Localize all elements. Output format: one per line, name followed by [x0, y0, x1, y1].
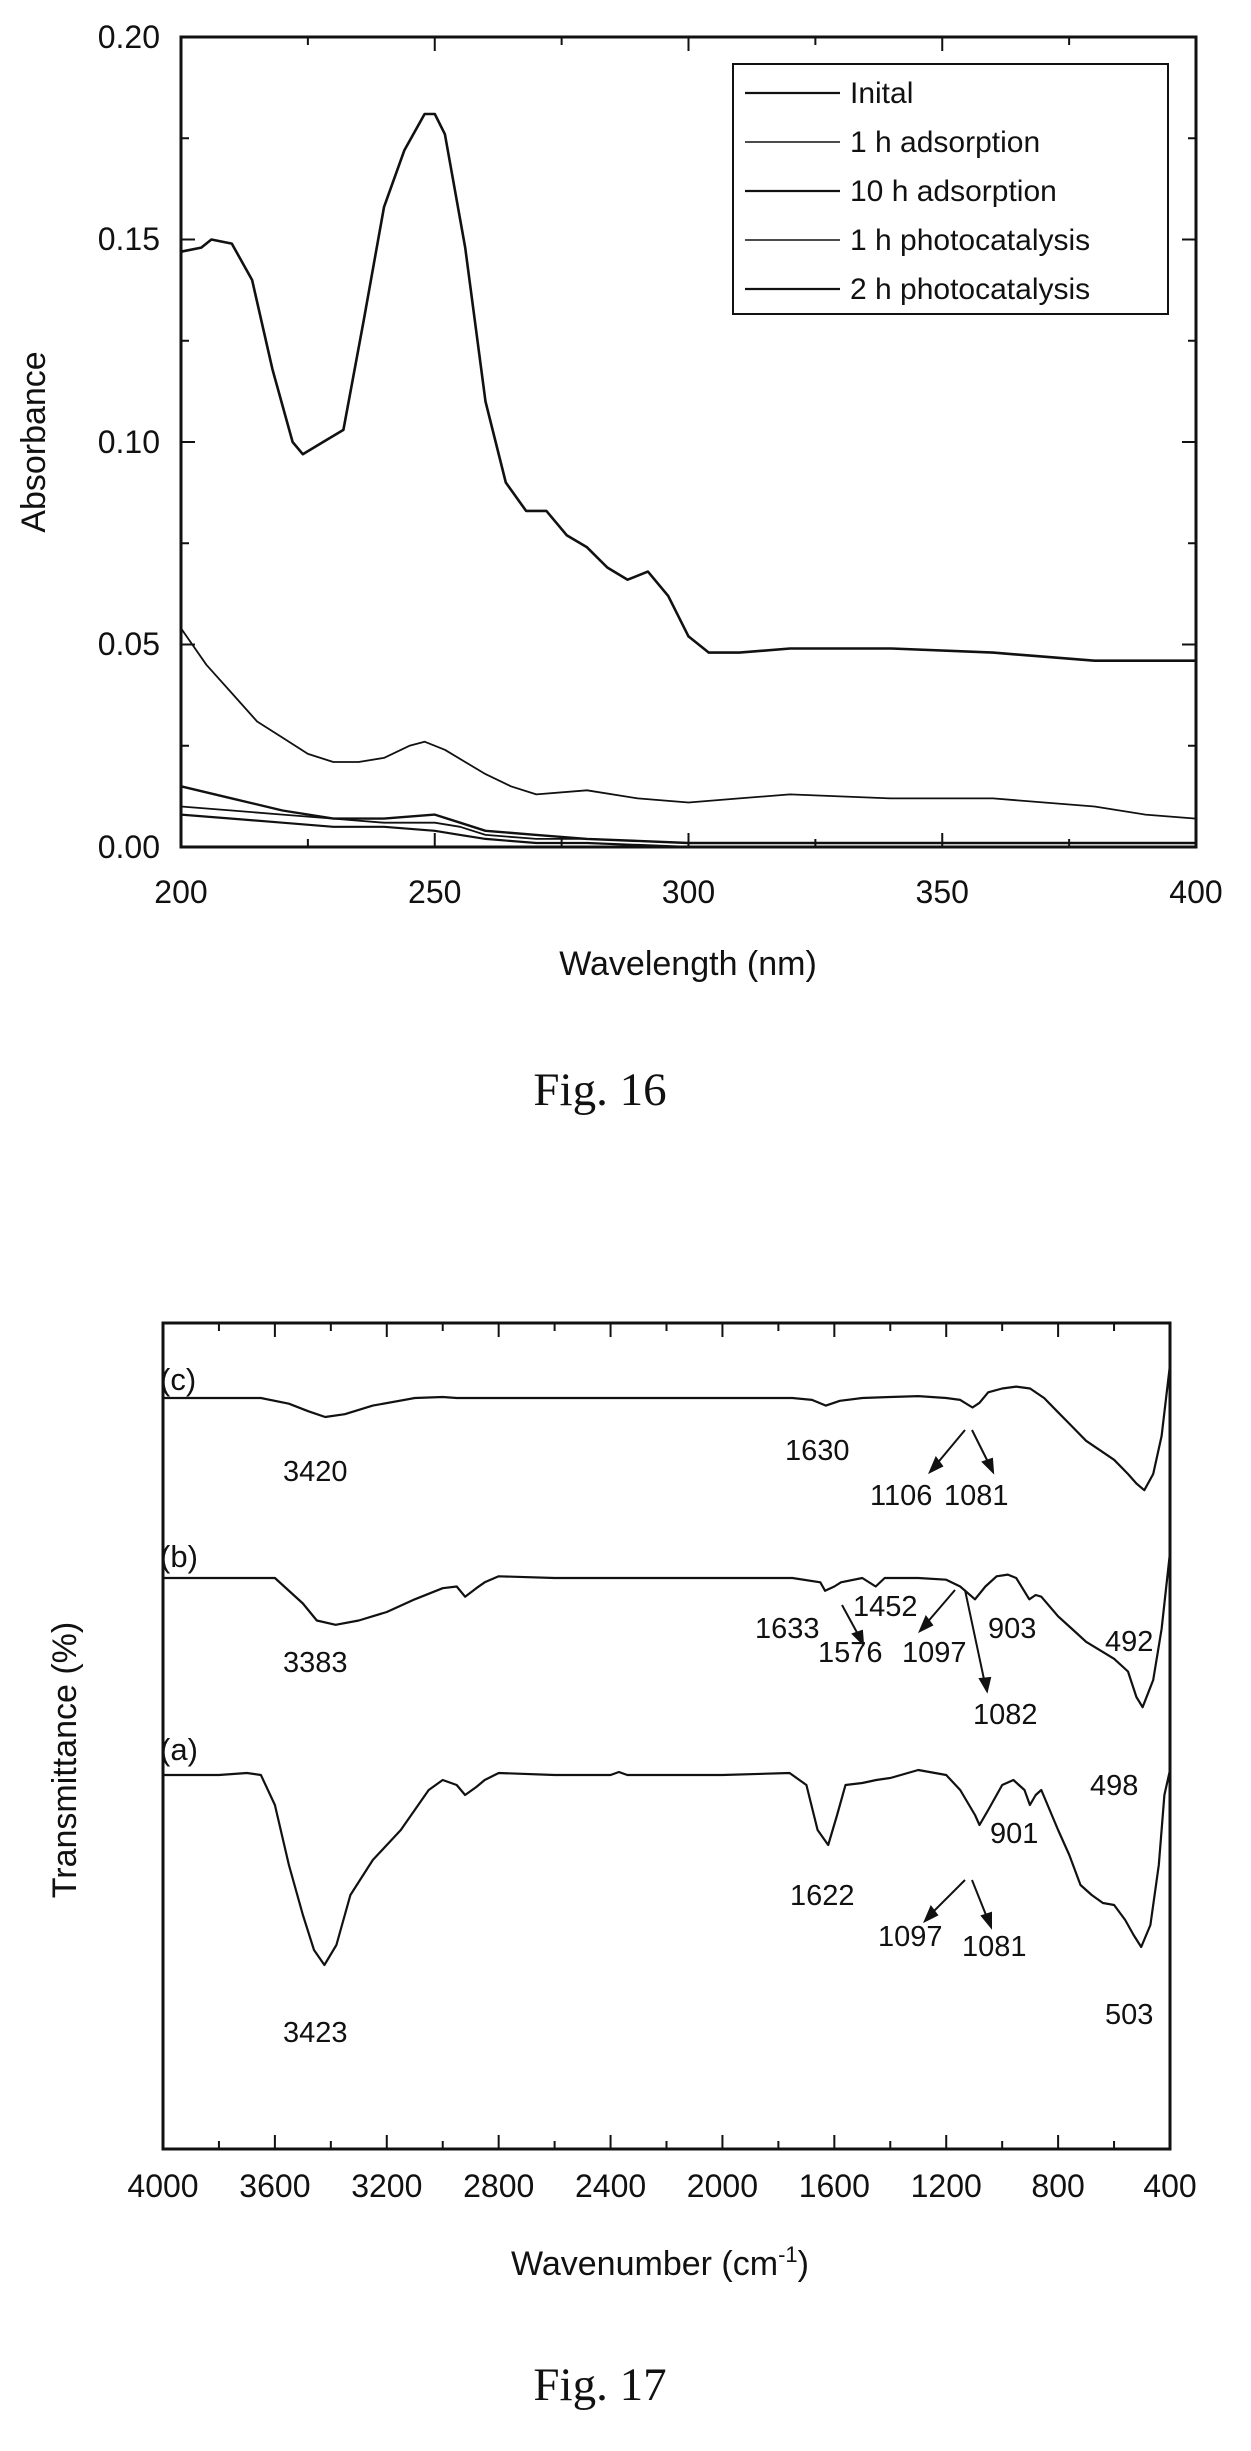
x-tick-label: 200: [154, 874, 207, 910]
peak-label: 1081: [962, 1931, 1027, 1963]
y-tick-label: 0.05: [98, 626, 160, 662]
series-lines: [180, 112, 1197, 849]
peak-label: 498: [1090, 1770, 1138, 1802]
x-axis-title-sup: -1: [778, 2242, 798, 2267]
peak-label: 1082: [973, 1699, 1038, 1731]
x-axis-title: Wavenumber (cm-1): [511, 2242, 809, 2283]
x-axis-title-end: ): [798, 2245, 809, 2283]
x-tick-label: 3200: [351, 2168, 422, 2204]
peak-label: 1097: [902, 1637, 967, 1669]
arrow-head: [851, 1629, 865, 1647]
peak-label: 1097: [878, 1921, 943, 1953]
arrow-head: [978, 1676, 992, 1694]
peak-label: 3423: [283, 2017, 348, 2049]
arrow-line: [929, 1879, 966, 1916]
series-line-5: [180, 813, 1196, 849]
series-label-c: (c): [160, 1362, 196, 1397]
peak-label: 1633: [755, 1613, 820, 1645]
y-axis-title: Absorbance: [15, 351, 53, 532]
arrow-head: [923, 1905, 939, 1924]
peak-label: 503: [1105, 1999, 1153, 2031]
peak-label: 492: [1105, 1626, 1153, 1658]
x-tick-labels: 4000 3600 3200 2800 2400 2000 1600 1200 …: [127, 2168, 1196, 2204]
legend-entry: Inital: [850, 77, 913, 110]
x-tick-label: 400: [1143, 2168, 1196, 2204]
arrow-line: [971, 1879, 989, 1921]
peak-label: 3383: [283, 1647, 348, 1679]
y-axis-title: Transmittance (%): [46, 1622, 84, 1898]
x-tick-label: 400: [1169, 874, 1222, 910]
arrow-line: [964, 1589, 986, 1685]
series-line-4: [180, 805, 1196, 844]
x-tick-label: 2000: [687, 2168, 758, 2204]
series-line-2: [180, 627, 1197, 820]
x-tick-label: 3600: [239, 2168, 310, 2204]
arrow-head: [918, 1615, 934, 1634]
peak-label: 901: [990, 1818, 1038, 1850]
x-tick-label: 2400: [575, 2168, 646, 2204]
spectrum-line-a: [163, 1768, 1172, 1967]
peak-arrows: [841, 1429, 995, 1930]
uv-vis-chart: 200 250 300 350 400 0.00 0.05 0.10 0.15 …: [15, 19, 1223, 1116]
peak-label: 1630: [785, 1435, 850, 1467]
legend-box: [732, 63, 1169, 315]
series-label-b: (b): [160, 1539, 198, 1574]
arrow-head: [980, 1911, 992, 1930]
x-tick-label: 800: [1031, 2168, 1084, 2204]
arrow-head: [981, 1457, 995, 1475]
peak-label: 1081: [944, 1480, 1009, 1512]
peak-label: 1576: [818, 1637, 883, 1669]
spectrum-line-b: [163, 1552, 1172, 1709]
legend: Inital 1 h adsorption 10 h adsorption 1 …: [732, 63, 1169, 315]
figure-caption: Fig. 17: [533, 2359, 666, 2411]
legend-entry: 1 h photocatalysis: [850, 224, 1090, 257]
x-axis-title-main: Wavenumber (cm: [511, 2245, 778, 2283]
legend-entry: 2 h photocatalysis: [850, 273, 1090, 306]
spectrum-line-c: [163, 1364, 1172, 1492]
x-tick-label: 2800: [463, 2168, 534, 2204]
ftir-chart: 4000 3600 3200 2800 2400 2000 1600 1200 …: [46, 1321, 1197, 2411]
series-line-1: [180, 112, 1196, 662]
y-tick-label: 0.10: [98, 424, 160, 460]
x-tick-label: 4000: [127, 2168, 198, 2204]
peak-label: 3420: [283, 1456, 348, 1488]
legend-entry: 1 h adsorption: [850, 126, 1040, 159]
peak-label: 1106: [870, 1480, 932, 1512]
peak-label: 1452: [853, 1591, 918, 1623]
figure-caption: Fig. 16: [533, 1064, 666, 1116]
y-tick-labels: 0.00 0.05 0.10 0.15 0.20: [98, 19, 160, 865]
x-tick-label: 300: [662, 874, 715, 910]
y-tick-label: 0.00: [98, 829, 160, 865]
x-tick-label: 1600: [799, 2168, 870, 2204]
legend-entry: 10 h adsorption: [850, 175, 1057, 208]
x-tick-label: 1200: [911, 2168, 982, 2204]
axis-ticks: [162, 1323, 1171, 2149]
y-tick-label: 0.20: [98, 19, 160, 55]
x-tick-label: 350: [916, 874, 969, 910]
series-lines: [163, 1364, 1172, 1967]
x-axis-title: Wavelength (nm): [559, 945, 817, 983]
axis-ticks: [180, 36, 1197, 848]
peak-label: 903: [988, 1613, 1036, 1645]
series-label-a: (a): [160, 1732, 198, 1767]
x-tick-labels: 200 250 300 350 400: [154, 874, 1222, 910]
arrow-line: [924, 1589, 956, 1626]
peak-label: 1622: [790, 1880, 855, 1912]
arrow-head: [928, 1456, 944, 1475]
y-tick-label: 0.15: [98, 221, 160, 257]
arrow-line: [934, 1429, 966, 1467]
x-tick-label: 250: [408, 874, 461, 910]
peak-annotations: 3420 1630 1106 1081 492 3383 1633 1452 1…: [283, 1435, 1153, 2049]
